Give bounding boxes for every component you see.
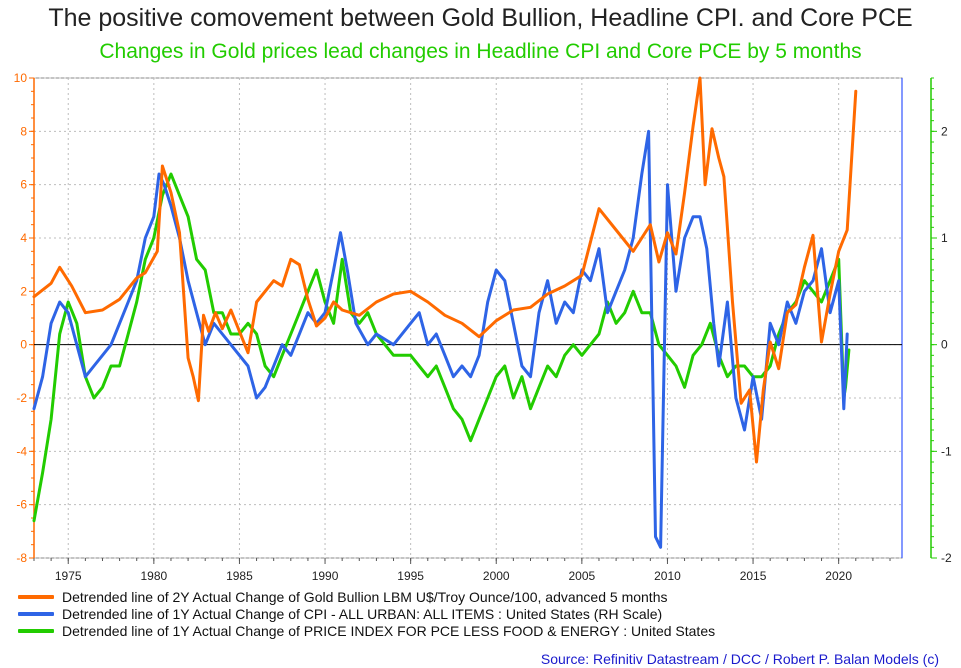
x-tick-label: 2015 [740, 569, 767, 583]
legend-swatch-gold [18, 594, 54, 599]
left-tick-label: -8 [16, 551, 27, 565]
left-tick-label: -2 [16, 391, 27, 405]
legend-item-pce: Detrended line of 1Y Actual Change of PR… [18, 622, 715, 639]
legend-item-gold: Detrended line of 2Y Actual Change of Go… [18, 588, 715, 605]
x-tick-label: 1980 [140, 569, 167, 583]
legend-swatch-pce [18, 628, 54, 633]
left-tick-label: -4 [16, 444, 27, 458]
legend-label-pce: Detrended line of 1Y Actual Change of PR… [62, 622, 716, 639]
legend-swatch-cpi [18, 611, 54, 616]
left-tick-label: 0 [20, 338, 27, 352]
series-pce-line [32, 172, 851, 523]
chart-subtitle: Changes in Gold prices lead changes in H… [99, 40, 862, 63]
x-tick-label: 1985 [226, 569, 253, 583]
x-tick-label: 1995 [397, 569, 424, 583]
left-tick-label: 8 [20, 124, 27, 138]
right-tick-label: -2 [941, 551, 952, 565]
plot-area [33, 77, 903, 559]
left-tick-label: 6 [20, 178, 27, 192]
legend-item-cpi: Detrended line of 1Y Actual Change of CP… [18, 605, 715, 622]
series-cpi-line [32, 129, 849, 549]
x-tick-label: 2005 [568, 569, 595, 583]
legend-label-gold: Detrended line of 2Y Actual Change of Go… [62, 588, 668, 605]
right-tick-label: 2 [941, 124, 948, 138]
source-note: Source: Refinitiv Datastream / DCC / Rob… [540, 651, 939, 667]
series-gold-line [32, 76, 858, 464]
right-tick-label: 1 [941, 231, 948, 245]
left-tick-label: 10 [14, 71, 28, 85]
x-tick-label: 1975 [55, 569, 82, 583]
chart-legend: Detrended line of 2Y Actual Change of Go… [18, 588, 715, 639]
left-tick-label: 4 [20, 231, 27, 245]
x-tick-label: 2010 [654, 569, 681, 583]
right-tick-label: -1 [941, 444, 952, 458]
legend-label-cpi: Detrended line of 1Y Actual Change of CP… [62, 605, 663, 622]
right-tick-label: 0 [941, 338, 948, 352]
left-tick-label: 2 [20, 284, 27, 298]
x-tick-label: 2020 [825, 569, 852, 583]
x-tick-label: 1990 [312, 569, 339, 583]
chart-title: The positive comovement between Gold Bul… [48, 4, 913, 32]
x-tick-label: 2000 [483, 569, 510, 583]
left-tick-label: -6 [16, 498, 27, 512]
